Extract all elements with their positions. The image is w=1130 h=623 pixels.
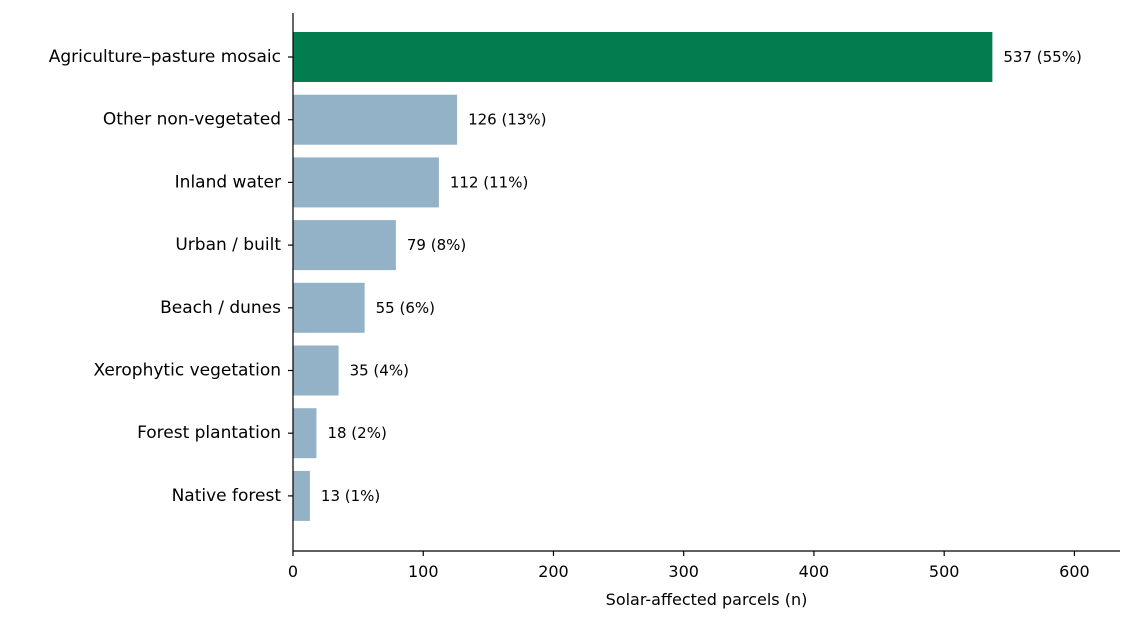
bar-1 <box>293 94 458 145</box>
category-label: Beach / dunes <box>160 298 281 318</box>
x-tick-label: 500 <box>929 562 960 581</box>
value-label: 79 (8%) <box>407 236 466 254</box>
category-label: Xerophytic vegetation <box>93 361 281 381</box>
bar-2 <box>293 157 439 208</box>
x-ticks-group: 0 100 200 300 400 500 600 <box>288 56 1090 581</box>
category-label: Agriculture–pasture mosaic <box>49 47 281 67</box>
value-label: 55 (6%) <box>376 299 435 317</box>
bar-6 <box>293 408 317 459</box>
bar-5 <box>293 345 339 396</box>
value-labels-group: 537 (55%) 126 (13%) 112 (11%) 79 (8%) 55 (6%… <box>321 48 1082 505</box>
x-tick-label: 600 <box>1059 562 1090 581</box>
value-label: 126 (13%) <box>468 111 546 129</box>
x-axis-title: Solar-affected parcels (n) <box>606 590 808 609</box>
bar-3 <box>293 220 396 271</box>
x-tick-label: 400 <box>799 562 830 581</box>
value-label: 13 (1%) <box>321 487 380 505</box>
category-labels-group: Agriculture–pasture mosaic Other non-vege… <box>49 47 282 506</box>
bars-group <box>293 32 993 521</box>
x-tick-label: 200 <box>538 562 569 581</box>
value-label: 112 (11%) <box>450 173 528 191</box>
category-label: Urban / built <box>175 235 281 255</box>
category-label: Inland water <box>175 172 281 192</box>
value-label: 18 (2%) <box>327 424 386 442</box>
value-label: 537 (55%) <box>1003 48 1081 66</box>
x-tick-label: 300 <box>668 562 699 581</box>
x-tick-label: 0 <box>288 562 298 581</box>
bar-0 <box>293 32 993 82</box>
category-label: Forest plantation <box>137 423 281 443</box>
value-label: 35 (4%) <box>350 362 409 380</box>
bar-7 <box>293 470 310 521</box>
category-label: Native forest <box>172 486 282 506</box>
category-label: Other non-vegetated <box>103 110 281 130</box>
x-tick-label: 100 <box>408 562 439 581</box>
bar-4 <box>293 282 365 333</box>
